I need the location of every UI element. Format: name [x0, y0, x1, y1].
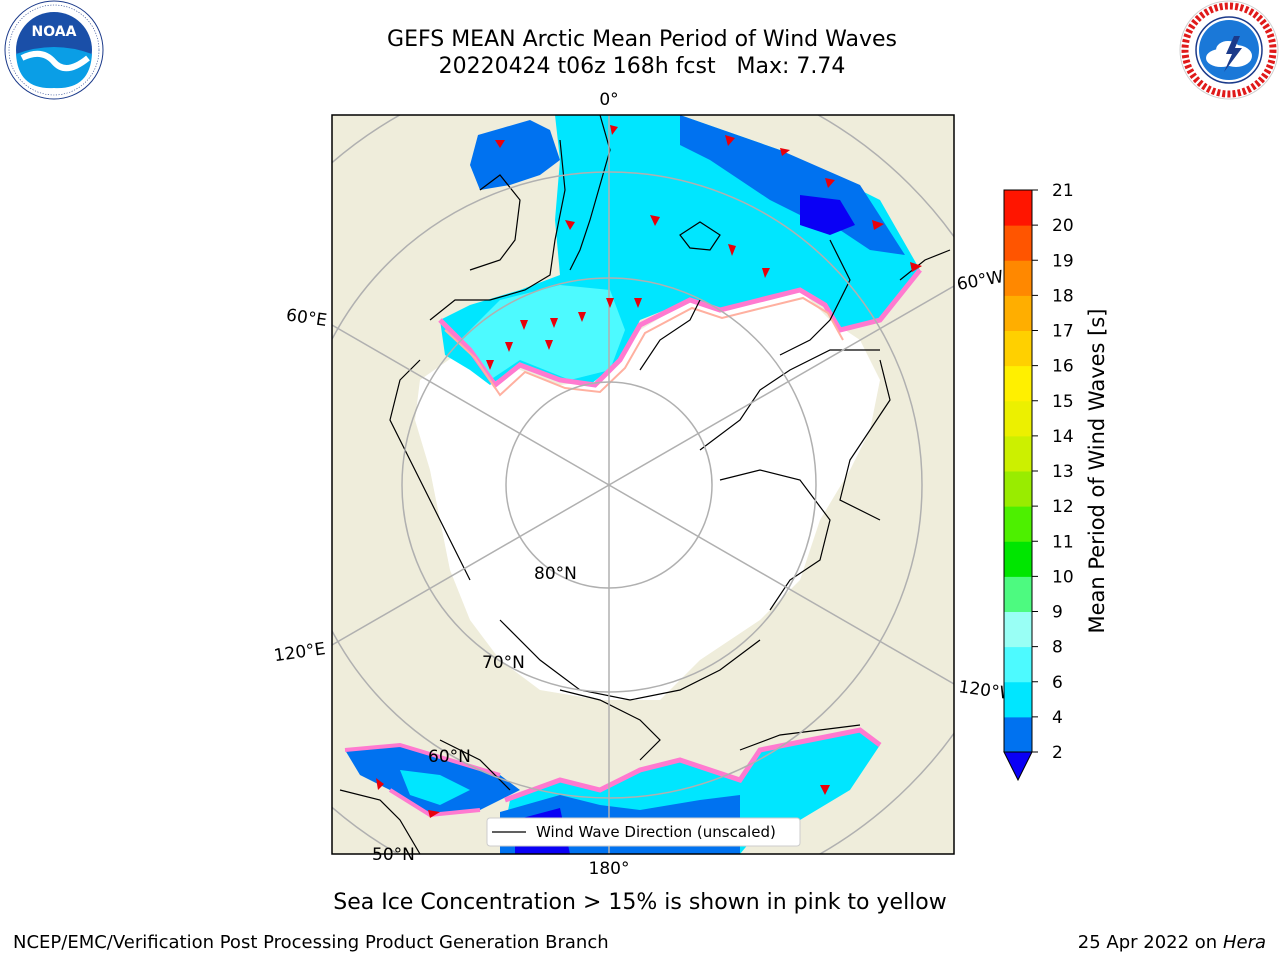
colorbar-tick-label: 19 — [1052, 251, 1074, 271]
arrow — [520, 320, 528, 330]
ice-edge-pacific — [504, 727, 882, 803]
colorbar-tick-label: 8 — [1052, 638, 1063, 658]
colorbar-tick-label: 9 — [1052, 603, 1063, 623]
colorbar-tick-label: 11 — [1052, 532, 1074, 552]
coastlines — [339, 115, 951, 854]
graticule — [332, 115, 954, 854]
colorbar-segment — [1004, 295, 1032, 331]
sea-ice-note: Sea Ice Concentration > 15% is shown in … — [333, 890, 947, 915]
arrow — [505, 342, 513, 352]
lat-label-80n: 80°N — [534, 564, 577, 584]
colorbar-segment — [1004, 541, 1032, 577]
nws-logo — [1179, 0, 1279, 100]
arrow — [872, 220, 884, 230]
colorbar-segment — [1004, 260, 1032, 296]
wave-field-okhotsk-light — [400, 770, 470, 805]
footer-date: 25 Apr 2022 on Hera — [1078, 932, 1266, 953]
colorbar-tick-label: 21 — [1052, 181, 1074, 201]
arrow — [725, 135, 735, 146]
arrow — [545, 340, 553, 350]
lon-label-120e: 120°E — [273, 639, 327, 666]
arrow — [910, 262, 922, 272]
arrow — [650, 215, 660, 226]
chart-title: GEFS MEAN Arctic Mean Period of Wind Wav… — [387, 27, 897, 52]
arrow — [825, 178, 835, 188]
colorbar-tick-label: 17 — [1052, 322, 1074, 342]
colorbar-segment — [1004, 330, 1032, 367]
lon-label-180: 180° — [589, 859, 630, 879]
colorbar-segment — [1004, 190, 1032, 226]
wave-field-baltic — [470, 120, 560, 190]
arrow — [762, 268, 770, 278]
colorbar-segment — [1004, 506, 1032, 542]
ice-edge-atlantic — [438, 268, 922, 389]
arrow — [728, 244, 736, 256]
colorbar-segment — [1004, 435, 1032, 472]
arrow — [610, 125, 618, 135]
wave-field-atlantic-under — [800, 195, 855, 235]
colorbar-tick-label: 4 — [1052, 708, 1063, 728]
footer-host: Hera — [1222, 932, 1266, 953]
colorbar-tick-label: 16 — [1052, 357, 1074, 377]
colorbar-segment — [1004, 681, 1032, 718]
arrow — [495, 140, 505, 148]
colorbar-tick-label: 2 — [1052, 743, 1063, 763]
colorbar-tick-label: 6 — [1052, 673, 1063, 693]
noaa-logo-text: NOAA — [32, 24, 77, 40]
noaa-logo: NOAA — [4, 0, 104, 100]
arrow — [486, 360, 494, 370]
lon-label-60e: 60°E — [285, 305, 328, 330]
lon-label-0: 0° — [599, 90, 618, 110]
colorbar-segment — [1004, 611, 1032, 648]
colorbar-segment — [1004, 646, 1032, 683]
arrow — [376, 778, 384, 790]
lat-label-70n: 70°N — [482, 653, 525, 673]
arrow — [634, 298, 642, 308]
arrow — [550, 318, 558, 328]
map-panel: Wind Wave Direction (unscaled) — [332, 115, 954, 854]
lon-label-60w: 60°W — [955, 267, 1005, 295]
arrow — [606, 298, 614, 308]
colorbar-segment — [1004, 400, 1032, 437]
chart-subtitle: 20220424 t06z 168h fcst Max: 7.74 — [438, 54, 846, 79]
colorbar-title: Mean Period of Wind Waves [s] — [1085, 309, 1109, 634]
colorbar-tick-label: 10 — [1052, 567, 1074, 587]
map-legend: Wind Wave Direction (unscaled) — [486, 817, 801, 847]
legend-label: Wind Wave Direction (unscaled) — [536, 823, 776, 841]
colorbar-tick-label: 12 — [1052, 497, 1074, 517]
lat-label-60n: 60°N — [428, 747, 471, 767]
colorbar-extend-min — [1003, 751, 1033, 782]
arrow — [820, 785, 830, 795]
arrow — [565, 220, 575, 230]
colorbar-segment — [1004, 576, 1032, 612]
footer-date-text: 25 Apr 2022 on — [1077, 932, 1223, 953]
colorbar-tick-label: 18 — [1052, 286, 1074, 306]
colorbar-tick-label: 14 — [1052, 427, 1074, 447]
wind-wave-arrows — [376, 125, 922, 818]
map-frame — [331, 114, 955, 855]
lat-label-50n: 50°N — [372, 845, 415, 865]
colorbar-tick-label: 20 — [1052, 216, 1074, 236]
colorbar-segment — [1004, 365, 1032, 402]
arrow — [578, 312, 586, 322]
colorbar: 2 4 6 8 9 10 11 12 13 14 15 16 17 18 19 20 21 — [1003, 181, 1074, 782]
footer-credit: NCEP/EMC/Verification Post Processing Pr… — [13, 932, 609, 953]
arrow — [780, 148, 790, 156]
arrow — [428, 810, 440, 818]
colorbar-segment — [1004, 471, 1032, 507]
colorbar-tick-label: 13 — [1052, 462, 1074, 482]
colorbar-segment — [1004, 716, 1032, 753]
sea-ice-area — [415, 290, 880, 700]
colorbar-tick-label: 15 — [1052, 392, 1074, 412]
colorbar-segment — [1004, 225, 1032, 261]
ice-edge-atlantic-inner — [444, 296, 844, 397]
